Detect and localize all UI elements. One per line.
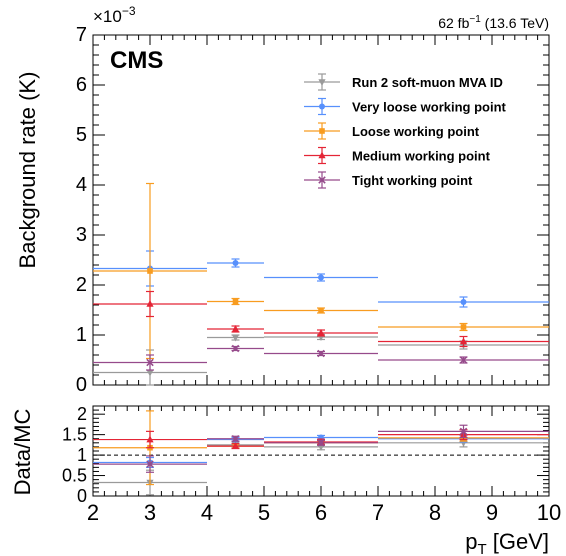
y-tick-label: 1.5 [62, 425, 87, 445]
data-point [146, 435, 154, 443]
data-point [459, 427, 468, 436]
y-tick-label: 6 [76, 74, 87, 96]
data-point [318, 307, 324, 314]
x-tick-label: 9 [486, 500, 498, 525]
legend-item: Tight working point [304, 171, 473, 189]
data-point [146, 358, 154, 367]
data-point [318, 274, 324, 281]
x-axis-title-sub: T [477, 541, 486, 556]
y-exponent-base: ×10 [93, 7, 122, 26]
x-tick-label: 4 [201, 500, 213, 525]
ratio-series [93, 410, 549, 496]
main-axes: 0 1 2 3 4 5 6 7 [76, 24, 550, 396]
y-exponent: ×10−3 [93, 4, 136, 26]
data-point [317, 329, 325, 336]
legend-label: Very loose working point [352, 100, 507, 115]
legend-label: Loose working point [352, 124, 480, 139]
ratio-y-axis-title: Data/MC [10, 408, 35, 495]
data-point [317, 349, 325, 358]
data-point [459, 337, 468, 345]
data-point [460, 299, 467, 305]
legend-label: Medium working point [352, 149, 491, 164]
main-y-axis-title: Background rate (K) [15, 72, 40, 269]
data-point [459, 356, 468, 364]
x-tick-label: 5 [258, 500, 270, 525]
lumi-power: −1 [469, 14, 481, 25]
data-point [146, 300, 154, 307]
data-point [231, 344, 240, 353]
y-tick-label: 2 [77, 404, 87, 424]
lumi-energy: (13.6 TeV) [481, 15, 549, 31]
x-axis-title-unit: [GeV] [487, 529, 549, 554]
y-tick-label: 7 [76, 24, 87, 46]
data-point [231, 434, 240, 443]
y-tick-label: 4 [76, 174, 87, 196]
legend: Run 2 soft-muon MVA ID Very loose working… [304, 73, 507, 189]
y-tick-label: 2 [76, 274, 87, 296]
x-tick-label: 7 [372, 500, 384, 525]
x-axis-title-main: p [465, 529, 477, 554]
legend-item: Loose working point [304, 122, 480, 140]
legend-marker [319, 103, 325, 110]
legend-label: Run 2 soft-muon MVA ID [352, 75, 503, 90]
x-tick-label: 3 [144, 500, 156, 525]
x-tick-label: 2 [87, 500, 99, 525]
legend-marker [318, 79, 326, 86]
y-tick-label: 1 [77, 445, 87, 465]
series-loose-working-point [93, 182, 549, 360]
data-point [146, 369, 154, 377]
data-point [146, 460, 154, 468]
series-tight-working-point [93, 344, 549, 371]
x-tick-label: 10 [537, 500, 561, 525]
legend-item: Very loose working point [304, 97, 507, 116]
data-point [231, 442, 240, 449]
series-tight-working-point [93, 424, 549, 473]
data-point [317, 439, 325, 447]
y-tick-label: 0 [76, 374, 87, 396]
x-tick-label: 6 [315, 500, 327, 525]
legend-item: Run 2 soft-muon MVA ID [304, 73, 503, 91]
lumi-value: 62 fb [438, 15, 469, 31]
legend-marker [318, 151, 326, 159]
series-medium-working-point [93, 290, 549, 348]
x-tick-label: 8 [429, 500, 441, 525]
series-very-loose-working-point [93, 250, 549, 308]
legend-label: Tight working point [352, 173, 473, 188]
main-series [93, 182, 549, 386]
lumi-label: 62 fb−1 (13.6 TeV) [438, 14, 549, 31]
data-point [147, 268, 153, 274]
legend-marker [319, 128, 325, 134]
y-tick-label: 1 [76, 324, 87, 346]
data-point [460, 324, 467, 330]
data-point [232, 298, 239, 305]
y-tick-label: 0.5 [62, 466, 87, 486]
data-point [231, 325, 240, 332]
y-tick-label: 3 [76, 224, 87, 246]
y-exponent-power: −3 [122, 4, 136, 18]
legend-item: Medium working point [304, 146, 491, 165]
data-point [232, 260, 239, 266]
legend-marker [318, 176, 326, 184]
cms-label: CMS [110, 47, 163, 74]
data-point [231, 334, 240, 342]
y-tick-label: 0 [77, 486, 87, 506]
x-axis-title: pT [GeV] [465, 529, 549, 556]
y-tick-label: 5 [76, 124, 87, 146]
